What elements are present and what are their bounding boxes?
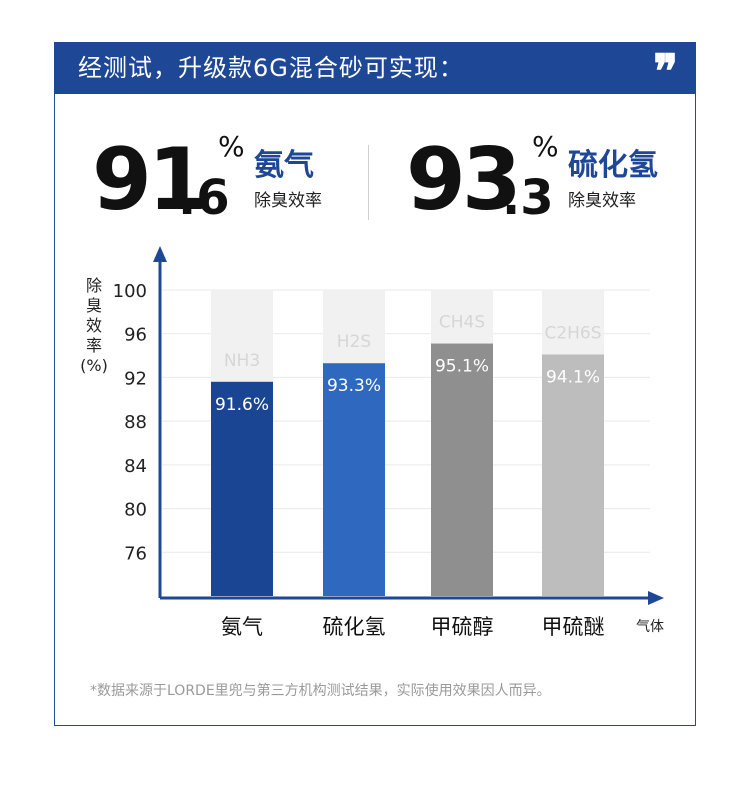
y-tick-label: 76: [124, 543, 147, 564]
y-axis-label: 除 臭 效 率 (%): [80, 276, 108, 376]
stat-ammonia: 91 .6 % 氨气 除臭效率: [92, 130, 362, 230]
bar-formula-label: NH3: [224, 351, 260, 371]
stat-gas-name: 硫化氢: [568, 148, 658, 183]
x-category-label: 甲硫醇: [431, 615, 494, 639]
y-tick-label: 80: [124, 500, 147, 521]
header-banner: 经测试，升级款6G混合砂可实现： ❞: [54, 42, 696, 94]
quote-mark-icon: ❞: [653, 44, 678, 98]
stat-percent-sign: %: [532, 130, 559, 163]
stat-percent-sign: %: [218, 130, 245, 163]
bar-formula-label: CH4S: [439, 313, 485, 333]
y-axis-label-line: 率: [85, 336, 102, 355]
bar-value-label: 91.6%: [215, 395, 269, 415]
x-axis-label: 气体: [636, 619, 664, 635]
bar-value-label: 93.3%: [327, 376, 381, 396]
y-tick-label: 88: [124, 412, 147, 433]
bar-formula-label: C2H6S: [544, 323, 601, 343]
y-tick-label: 84: [124, 456, 147, 477]
y-tick-label: 100: [113, 281, 147, 302]
stat-value-integer: 91: [92, 130, 208, 230]
stat-subtitle: 除臭效率: [254, 191, 322, 211]
footnote: *数据来源于LORDE里兜与第三方机构测试结果，实际使用效果因人而异。: [90, 683, 551, 699]
bar: [542, 354, 604, 596]
bar: [431, 343, 493, 596]
stat-subtitle: 除臭效率: [568, 191, 636, 211]
y-tick-label: 92: [124, 368, 147, 389]
x-category-label: 氨气: [221, 615, 263, 639]
x-category-label: 硫化氢: [323, 615, 386, 639]
y-axis-label-line: (%): [80, 356, 108, 375]
y-axis-arrow-icon: [153, 246, 167, 262]
stat-divider: [368, 145, 369, 220]
y-axis-label-line: 臭: [85, 296, 102, 315]
bar: [211, 381, 273, 596]
bar: [323, 363, 385, 596]
stat-value-decimal: .6: [178, 170, 230, 226]
x-category-label: 甲硫醚: [542, 615, 605, 639]
y-axis-label-line: 效: [85, 316, 102, 335]
y-axis-label-line: 除: [85, 276, 102, 295]
bar-value-label: 95.1%: [435, 357, 489, 377]
x-axis-arrow-icon: [648, 591, 664, 605]
stat-value-decimal: .3: [502, 170, 554, 226]
stat-value-integer: 93: [406, 130, 522, 230]
stat-gas-name: 氨气: [254, 148, 314, 183]
y-tick-label: 96: [124, 325, 147, 346]
bar-value-label: 94.1%: [546, 367, 600, 387]
stat-hydrogen-sulfide: 93 .3 % 硫化氢 除臭效率: [406, 130, 686, 230]
header-title: 经测试，升级款6G混合砂可实现：: [78, 54, 464, 82]
bar-formula-label: H2S: [337, 332, 371, 352]
